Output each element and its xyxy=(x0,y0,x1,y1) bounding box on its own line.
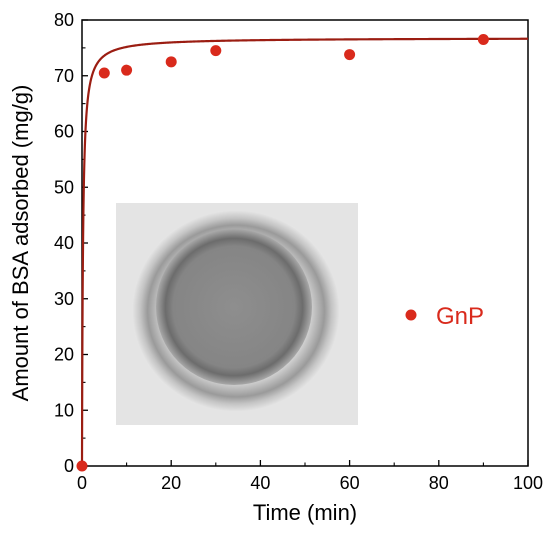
x-axis-title: Time (min) xyxy=(253,500,357,525)
fit-curve xyxy=(80,37,528,466)
data-point xyxy=(121,64,133,76)
x-tick-label: 20 xyxy=(161,473,181,493)
data-points xyxy=(76,34,489,472)
data-point xyxy=(477,34,489,46)
y-tick-label: 50 xyxy=(54,177,74,197)
legend-label: GnP xyxy=(436,303,484,330)
y-tick-label: 70 xyxy=(54,66,74,86)
y-tick-label: 20 xyxy=(54,345,74,365)
data-point xyxy=(344,49,356,61)
data-point xyxy=(165,56,177,68)
legend: GnP xyxy=(405,303,484,330)
y-tick-label: 60 xyxy=(54,122,74,142)
y-tick-label: 10 xyxy=(54,400,74,420)
x-tick-label: 40 xyxy=(250,473,270,493)
x-tick-label: 0 xyxy=(77,473,87,493)
y-tick-label: 0 xyxy=(64,456,74,476)
x-axis-ticks: 0 20 40 60 80 100 xyxy=(77,460,543,493)
legend-marker xyxy=(405,309,417,321)
inset-photo xyxy=(116,203,358,425)
data-point xyxy=(98,67,110,79)
x-tick-label: 100 xyxy=(513,473,543,493)
x-tick-label: 80 xyxy=(429,473,449,493)
data-point xyxy=(210,45,222,57)
y-tick-label: 30 xyxy=(54,289,74,309)
y-tick-label: 40 xyxy=(54,233,74,253)
y-tick-label: 80 xyxy=(54,10,74,30)
x-tick-label: 60 xyxy=(340,473,360,493)
y-axis-ticks: 0 10 20 30 40 50 60 70 80 xyxy=(54,10,88,476)
y-axis-title: Amount of BSA adsorbed (mg/g) xyxy=(8,85,33,402)
data-point xyxy=(76,460,88,472)
